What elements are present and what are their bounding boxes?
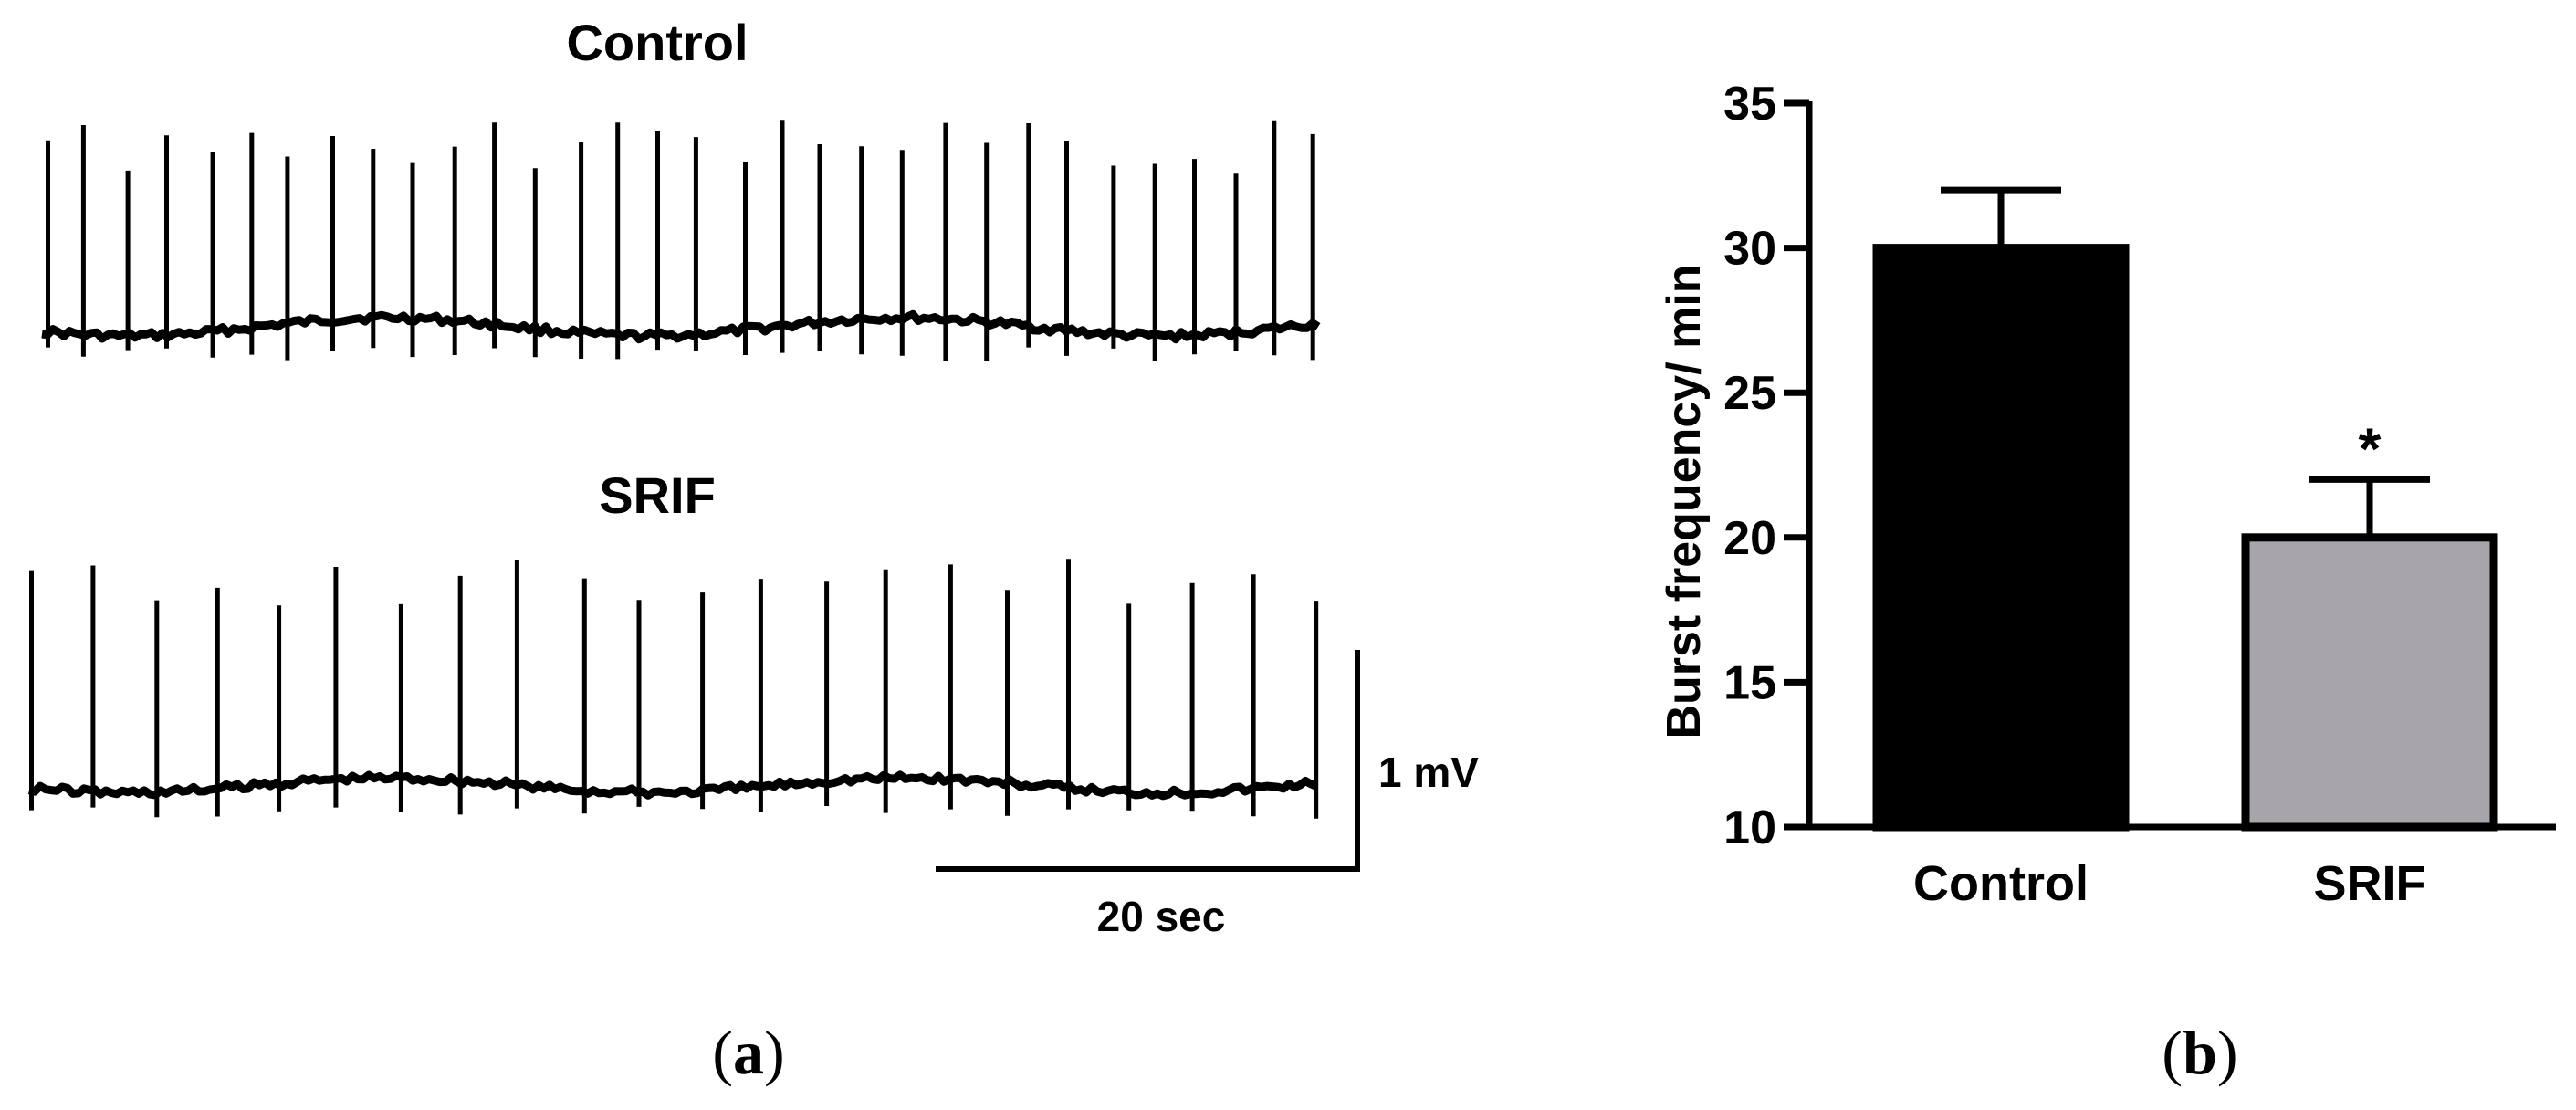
y-tick-label: 25	[1723, 367, 1776, 420]
y-tick-label: 20	[1723, 512, 1776, 565]
burst-frequency-chart: 10 15 20 25 30 35 Burst frequency/ min Control S…	[1658, 78, 2556, 911]
panel-b: 10 15 20 25 30 35 Burst frequency/ min Control S…	[1658, 78, 2556, 1087]
panel-a-label: (a)	[712, 1018, 784, 1087]
time-scale-label: 20 sec	[1097, 893, 1226, 940]
control-baseline	[41, 309, 1321, 344]
srif-trace-title: SRIF	[599, 466, 716, 524]
panel-a-label-close: )	[764, 1018, 785, 1087]
panel-b-label-close: )	[2217, 1018, 2238, 1087]
panel-b-label-letter: b	[2183, 1018, 2217, 1087]
y-tick-label: 10	[1723, 801, 1776, 854]
bar-control	[1872, 244, 2130, 832]
panel-b-label-open: (	[2162, 1018, 2183, 1087]
panel-a-label-letter: a	[733, 1018, 764, 1087]
panel-a-label-open: (	[712, 1018, 733, 1087]
y-axis-label: Burst frequency/ min	[1658, 264, 1711, 738]
bar-srif	[2241, 533, 2498, 832]
y-tick-label: 30	[1723, 223, 1776, 276]
panel-a: Control SRIF 1 mV 20 sec (a)	[27, 14, 1479, 1087]
x-category-label: SRIF	[2313, 856, 2425, 911]
panel-b-label: (b)	[2162, 1018, 2237, 1087]
control-trace-title: Control	[566, 14, 748, 71]
y-tick-label: 15	[1723, 656, 1776, 709]
srif-baseline	[27, 770, 1318, 801]
x-category-label: Control	[1913, 856, 2089, 911]
control-trace	[41, 120, 1321, 361]
significance-marker: *	[2359, 415, 2382, 481]
voltage-scale-label: 1 mV	[1378, 749, 1479, 796]
srif-trace	[27, 559, 1319, 819]
y-tick-label: 35	[1723, 78, 1776, 131]
